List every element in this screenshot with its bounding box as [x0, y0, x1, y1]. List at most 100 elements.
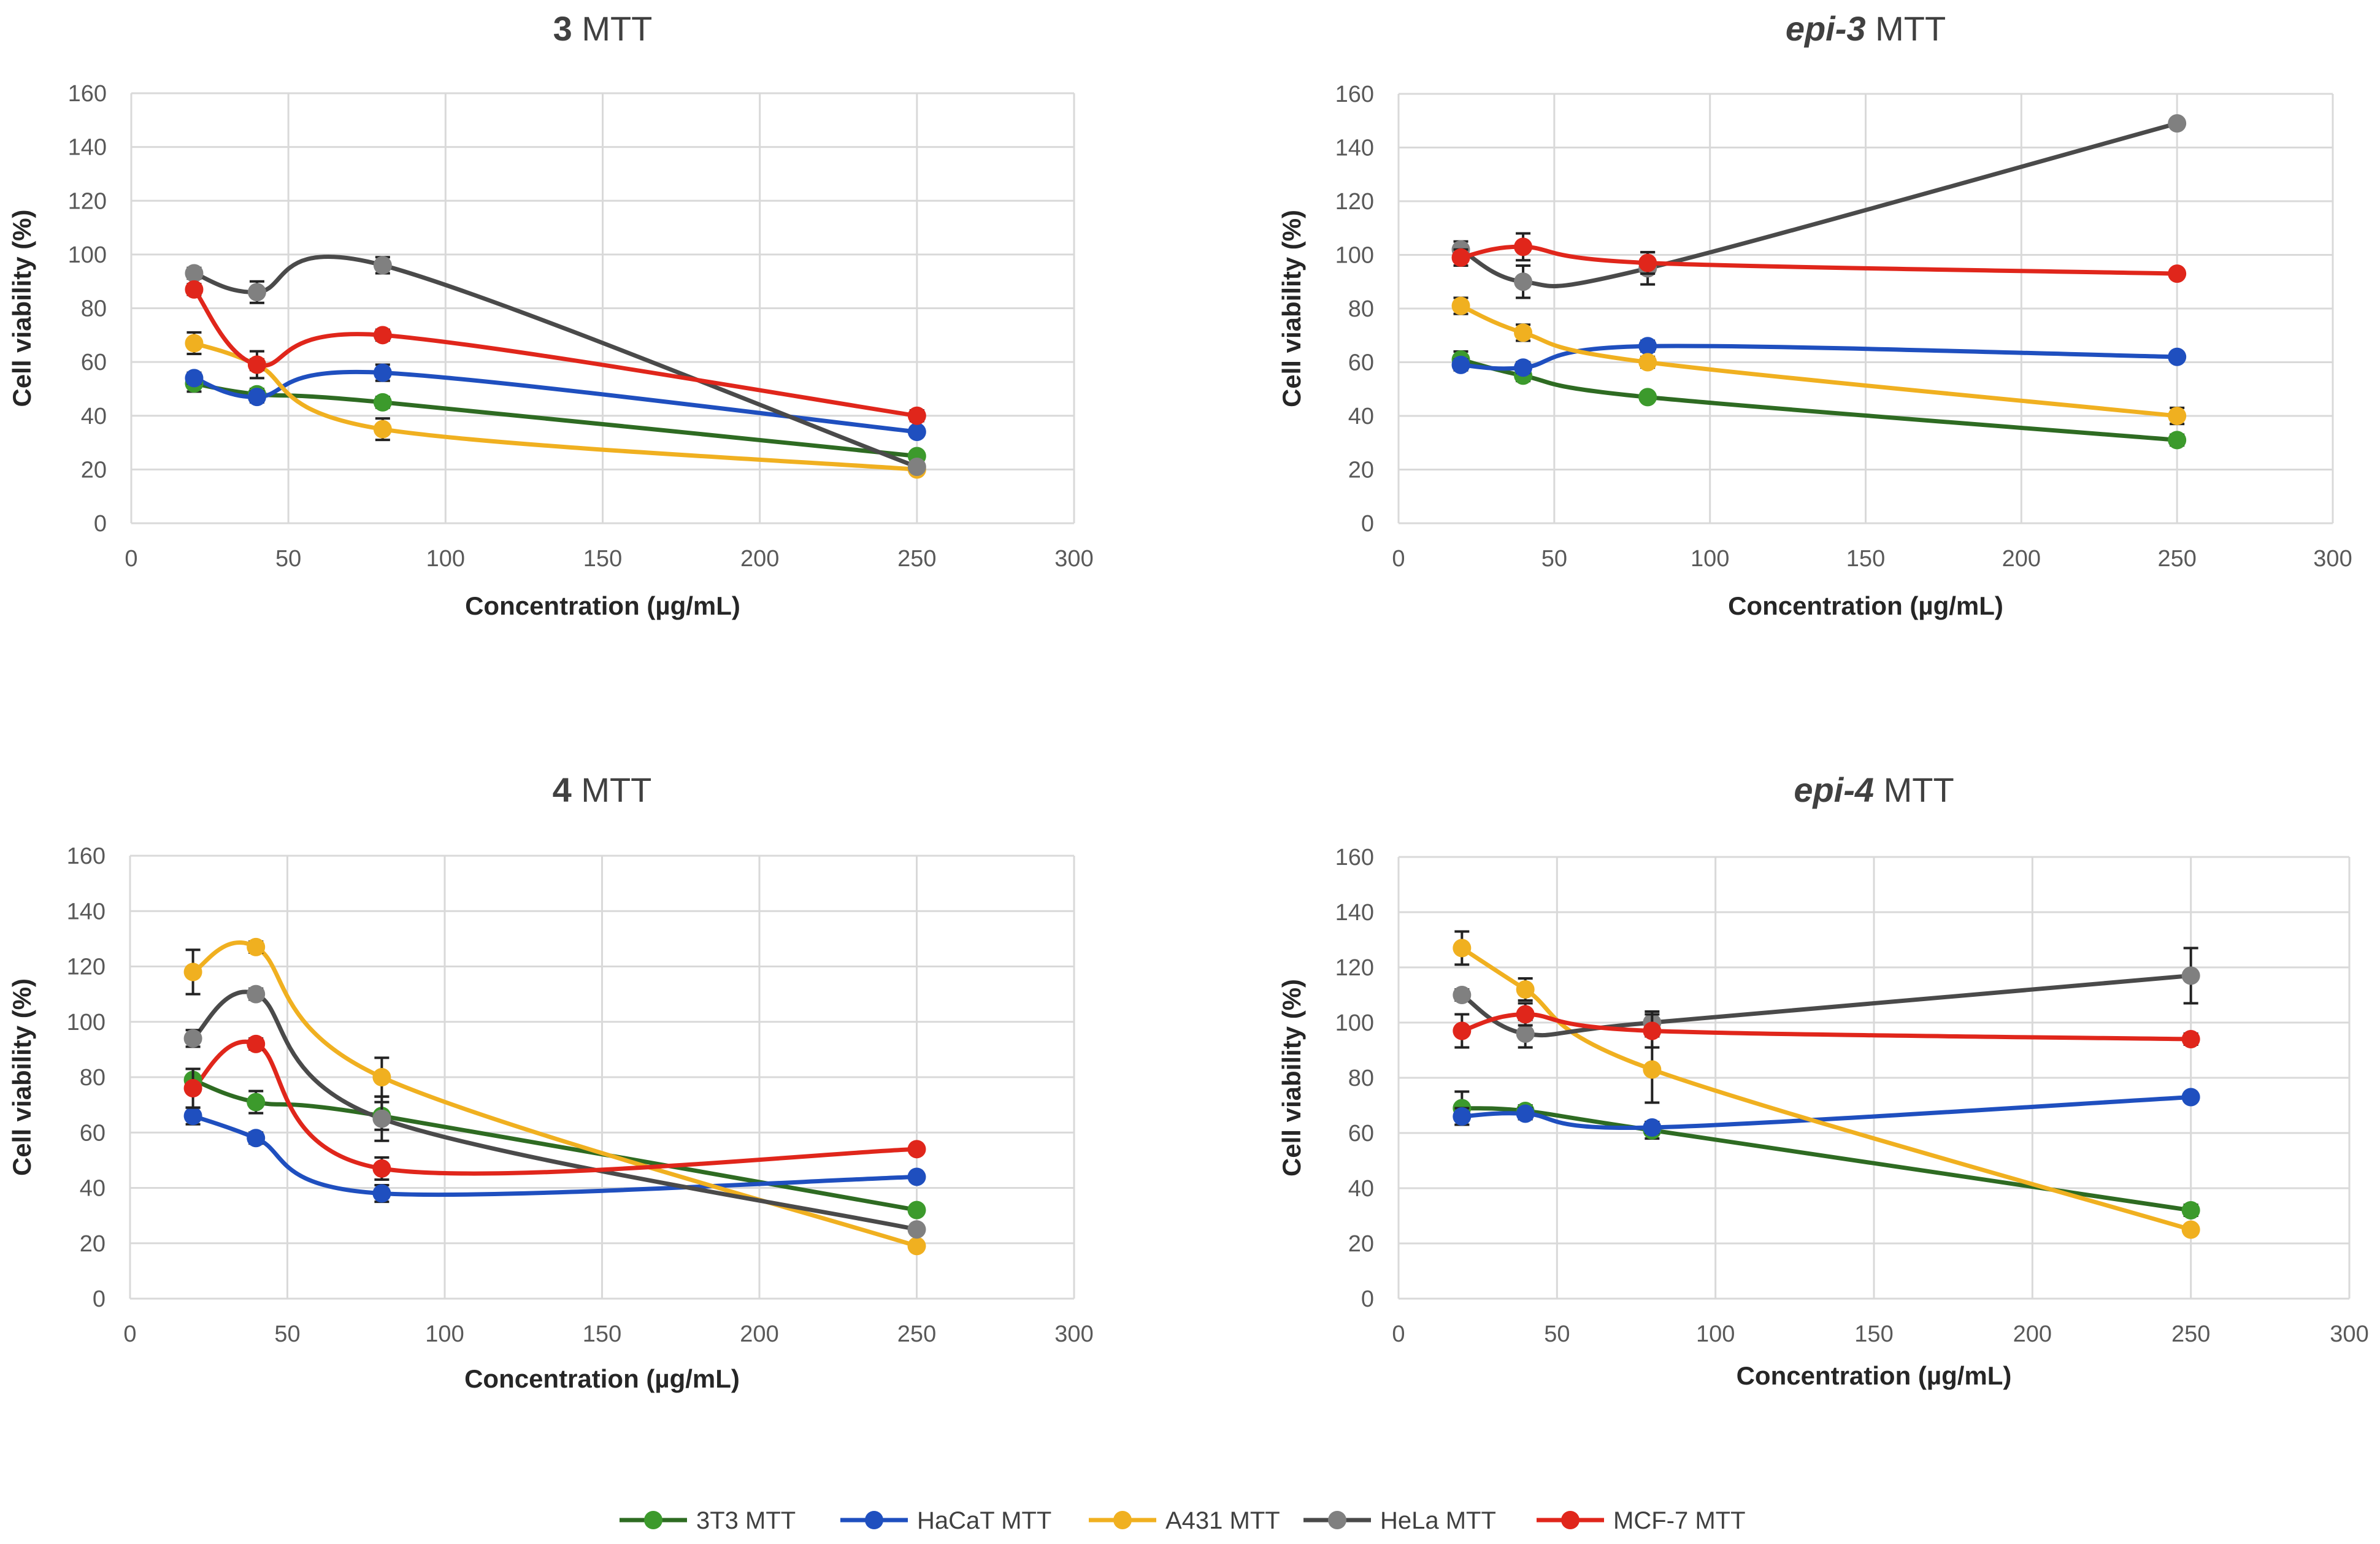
y-tick-label: 140 [1335, 136, 1374, 161]
data-point-hela-mtt [247, 985, 266, 1004]
data-point-hela-mtt [1516, 1024, 1535, 1043]
data-point-mcf-7-mtt [2181, 1030, 2200, 1048]
data-point-hacat-mtt [2168, 347, 2187, 366]
data-point-mcf-7-mtt [185, 280, 204, 299]
data-point-3t3-mtt [1638, 388, 1657, 407]
y-tick-label: 20 [1348, 458, 1374, 483]
data-point-hacat-mtt [247, 1129, 266, 1148]
data-point-hacat-mtt [1516, 1104, 1535, 1123]
data-point-a431-mtt [1514, 323, 1533, 342]
series-line-a431-mtt [191, 940, 919, 1248]
y-tick-label: 100 [67, 1010, 106, 1035]
data-point-mcf-7-mtt [1643, 1021, 1662, 1040]
x-tick-label: 150 [1846, 546, 1885, 572]
y-tick-label: 0 [93, 1286, 106, 1312]
y-axis-label: Cell viability (%) [1277, 210, 1306, 407]
x-tick-label: 300 [2313, 546, 2352, 572]
y-tick-label: 100 [1335, 1010, 1374, 1036]
y-tick-label: 80 [1348, 296, 1374, 322]
series-line-hela-mtt [191, 989, 919, 1232]
y-tick-label: 60 [80, 1120, 106, 1146]
data-point-hacat-mtt [372, 1184, 391, 1203]
chart-title-bold: epi-4 [1794, 770, 1874, 809]
data-point-hela-mtt [1514, 272, 1533, 291]
y-tick-label: 160 [67, 843, 106, 869]
y-tick-label: 120 [68, 188, 107, 214]
data-point-hacat-mtt [247, 388, 266, 407]
x-tick-label: 100 [1691, 546, 1729, 572]
data-point-hela-mtt [1453, 986, 1472, 1004]
series-line-hela-mtt [1459, 974, 2194, 1038]
data-point-mcf-7-mtt [373, 326, 392, 345]
data-point-3t3-mtt [2181, 1201, 2200, 1219]
y-tick-label: 140 [1335, 900, 1374, 926]
x-axis-label: Concentration (µg/mL) [464, 1364, 740, 1393]
data-point-hacat-mtt [1514, 358, 1533, 377]
x-tick-label: 50 [274, 1321, 300, 1347]
series-line-3t3-mtt [1459, 357, 2179, 442]
chart-title: 4 MTT [553, 770, 652, 809]
data-point-a431-mtt [183, 962, 202, 981]
y-axis-label: Cell viability (%) [1277, 979, 1306, 1177]
data-point-hacat-mtt [1643, 1118, 1662, 1137]
y-tick-label: 160 [1335, 845, 1374, 870]
x-axis-label: Concentration (µg/mL) [465, 591, 740, 620]
legend-label-hela-mtt: HeLa MTT [1380, 1507, 1496, 1534]
legend-marker-mcf-7-mtt [1561, 1511, 1580, 1529]
data-point-hela-mtt [907, 457, 926, 476]
data-point-hela-mtt [373, 256, 392, 275]
y-tick-label: 160 [68, 81, 107, 107]
x-tick-label: 250 [2171, 1321, 2210, 1347]
x-tick-label: 100 [426, 546, 465, 572]
y-tick-label: 20 [1348, 1231, 1374, 1257]
series-line-mcf-7-mtt [1459, 1012, 2194, 1042]
chart-title-bold: 3 [553, 9, 572, 48]
legend-marker-hacat-mtt [865, 1511, 883, 1529]
x-tick-label: 0 [1392, 546, 1405, 572]
x-tick-label: 150 [583, 546, 622, 572]
y-tick-label: 60 [1348, 350, 1374, 376]
data-point-a431-mtt [1643, 1060, 1662, 1079]
x-tick-label: 200 [2013, 1321, 2052, 1347]
y-tick-label: 100 [68, 242, 107, 268]
data-point-a431-mtt [907, 1237, 926, 1256]
chart-title-bold: 4 [553, 770, 572, 809]
legend: 3T3 MTT HaCaT MTT A431 MTT HeLa MTT MCF-7 MT… [620, 1507, 1746, 1534]
data-point-a431-mtt [372, 1068, 391, 1086]
data-point-hela-mtt [2181, 966, 2200, 985]
chart-title-rest: MTT [572, 770, 652, 809]
x-tick-label: 0 [125, 546, 137, 572]
y-tick-label: 80 [80, 1065, 106, 1091]
series-line-a431-mtt [1459, 304, 2179, 418]
legend-label-hacat-mtt: HaCaT MTT [917, 1507, 1051, 1534]
x-tick-label: 200 [2002, 546, 2041, 572]
x-axis-label: Concentration (µg/mL) [1737, 1361, 2012, 1390]
y-tick-label: 60 [1348, 1121, 1374, 1146]
legend-label-3t3-mtt: 3T3 MTT [696, 1507, 796, 1534]
y-tick-label: 0 [1361, 1286, 1374, 1312]
y-tick-label: 100 [1335, 243, 1374, 269]
series-line-mcf-7-mtt [191, 1039, 919, 1176]
y-tick-label: 80 [81, 296, 107, 322]
chart-title-rest: MTT [572, 9, 653, 48]
x-tick-label: 200 [740, 1321, 778, 1347]
y-tick-label: 80 [1348, 1066, 1374, 1091]
panel-2: 0 20 40 60 80 100 120 140 160 0 50 100 150 200 250 300 e… [1277, 9, 2352, 620]
y-tick-label: 0 [94, 511, 107, 537]
data-point-mcf-7-mtt [907, 406, 926, 425]
data-point-mcf-7-mtt [907, 1140, 926, 1159]
legend-label-mcf-7-mtt: MCF-7 MTT [1613, 1507, 1746, 1534]
y-tick-label: 40 [81, 404, 107, 429]
chart-title: epi-4 MTT [1794, 770, 1954, 809]
data-point-a431-mtt [2181, 1220, 2200, 1239]
x-tick-label: 100 [425, 1321, 464, 1347]
data-point-mcf-7-mtt [1453, 1021, 1472, 1040]
legend-label-a431-mtt: A431 MTT [1165, 1507, 1280, 1534]
data-point-mcf-7-mtt [183, 1079, 202, 1098]
x-tick-label: 100 [1696, 1321, 1735, 1347]
x-tick-label: 200 [740, 546, 779, 572]
legend-marker-3t3-mtt [644, 1511, 662, 1529]
data-point-hela-mtt [247, 283, 266, 302]
